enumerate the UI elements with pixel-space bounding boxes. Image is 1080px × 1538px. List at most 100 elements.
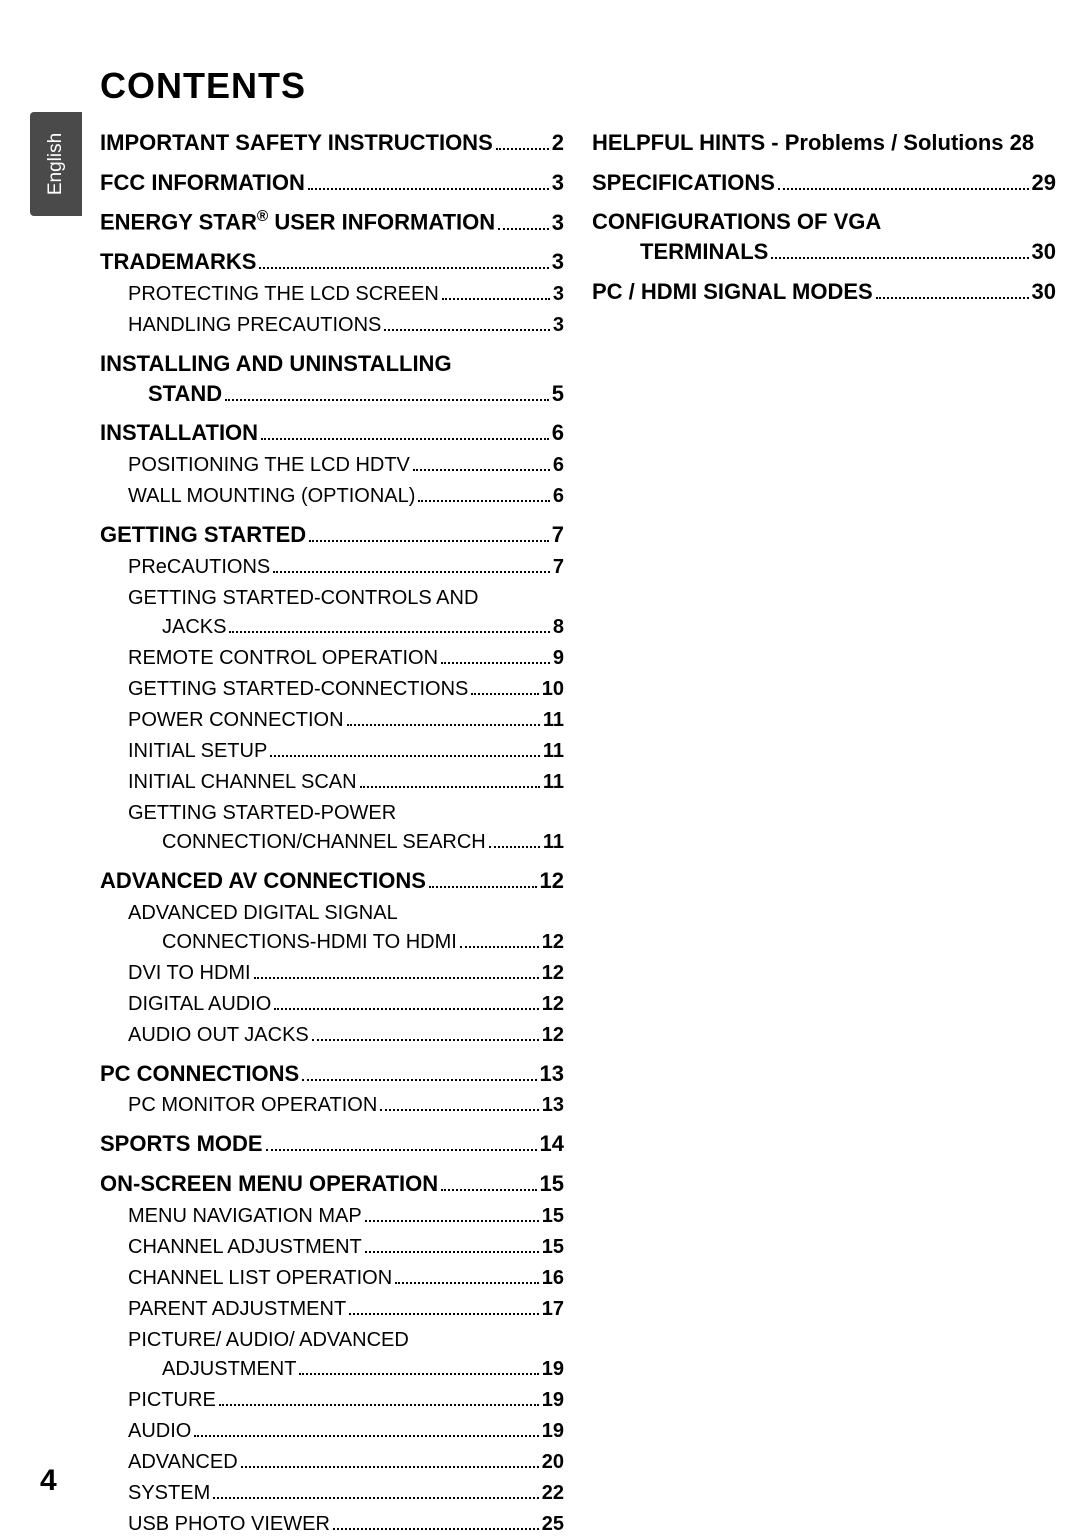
toc-leader-dots — [225, 399, 549, 401]
language-tab: English — [30, 112, 82, 216]
toc-entry: PC CONNECTIONS13 — [100, 1059, 564, 1089]
toc-right-column: HELPFUL HINTS - Problems / Solutions 28S… — [592, 118, 1056, 306]
toc-entry-page: 3 — [552, 247, 564, 277]
toc-entry: MENU NAVIGATION MAP15 — [100, 1203, 564, 1230]
toc-leader-dots — [254, 977, 539, 979]
toc-leader-dots — [308, 188, 549, 190]
toc-entry-text: POSITIONING THE LCD HDTV — [128, 452, 410, 479]
toc-entry-text: PARENT ADJUSTMENT — [128, 1296, 346, 1323]
toc-entry-text: CONFIGURATIONS OF VGA — [592, 207, 881, 237]
toc-leader-dots — [213, 1497, 539, 1499]
toc-entry-page: 6 — [553, 452, 564, 479]
toc-entry: INITIAL CHANNEL SCAN11 — [100, 769, 564, 796]
toc-entry: REMOTE CONTROL OPERATION9 — [100, 645, 564, 672]
toc-entry-page: 7 — [552, 520, 564, 550]
toc-leader-dots — [441, 1189, 536, 1191]
toc-entry: PReCAUTIONS7 — [100, 554, 564, 581]
toc-entry: POWER CONNECTION11 — [100, 707, 564, 734]
toc-entry-text: GETTING STARTED — [100, 520, 306, 550]
toc-entry-text: INSTALLING AND UNINSTALLING — [100, 349, 452, 379]
toc-entry-text: PC / HDMI SIGNAL MODES — [592, 277, 873, 307]
toc-entry-text: ADVANCED AV CONNECTIONS — [100, 866, 426, 896]
toc-entry: WALL MOUNTING (OPTIONAL) 6 — [100, 483, 564, 510]
toc-entry: FCC INFORMATION 3 — [100, 168, 564, 198]
toc-entry-page: 6 — [553, 483, 564, 510]
toc-leader-dots — [312, 1039, 539, 1041]
toc-leader-dots — [273, 571, 550, 573]
toc-entry-text: USB PHOTO VIEWER — [128, 1511, 330, 1538]
toc-entry: INSTALLATION6 — [100, 418, 564, 448]
toc-entry: INITIAL SETUP11 — [100, 738, 564, 765]
toc-entry: PC MONITOR OPERATION13 — [100, 1092, 564, 1119]
toc-entry-text: ADJUSTMENT — [162, 1356, 296, 1383]
toc-entry: CONNECTION/CHANNEL SEARCH 11 — [100, 829, 564, 856]
toc-entry-text: FCC INFORMATION — [100, 168, 305, 198]
toc-entry-text: POWER CONNECTION — [128, 707, 344, 734]
toc-entry-page: 30 — [1032, 237, 1056, 267]
toc-entry-text: PC CONNECTIONS — [100, 1059, 299, 1089]
toc-entry: DVI TO HDMI12 — [100, 960, 564, 987]
toc-entry-text: INITIAL SETUP — [128, 738, 267, 765]
toc-entry: CHANNEL LIST OPERATION16 — [100, 1265, 564, 1292]
toc-leader-dots — [489, 846, 540, 848]
toc-entry: ADVANCED 20 — [100, 1449, 564, 1476]
toc-entry: INSTALLING AND UNINSTALLING — [100, 349, 564, 379]
toc-leader-dots — [309, 540, 549, 542]
toc-leader-dots — [219, 1404, 539, 1406]
toc-entry: SYSTEM22 — [100, 1480, 564, 1507]
toc-entry-page: 15 — [542, 1234, 564, 1261]
toc-leader-dots — [261, 438, 549, 440]
toc-entry-page: 3 — [553, 312, 564, 339]
toc-entry-page: 11 — [543, 829, 564, 856]
toc-left-column: IMPORTANT SAFETY INSTRUCTIONS2FCC INFORM… — [100, 118, 564, 1538]
toc-entry-text: SYSTEM — [128, 1480, 210, 1507]
toc-entry-text: JACKS — [162, 614, 226, 641]
toc-leader-dots — [266, 1149, 537, 1151]
toc-leader-dots — [349, 1313, 539, 1315]
toc-entry-page: 29 — [1032, 168, 1056, 198]
toc-leader-dots — [442, 298, 550, 300]
toc-leader-dots — [498, 228, 549, 230]
toc-entry-page: 12 — [542, 929, 564, 956]
toc-entry-page: 2 — [552, 128, 564, 158]
toc-entry: DIGITAL AUDIO12 — [100, 991, 564, 1018]
toc-leader-dots — [360, 786, 540, 788]
toc-entry-page: 3 — [553, 281, 564, 308]
toc-entry-text: PC MONITOR OPERATION — [128, 1092, 377, 1119]
toc-entry-text: HANDLING PRECAUTIONS — [128, 312, 381, 339]
toc-entry: CONFIGURATIONS OF VGA — [592, 207, 1056, 237]
toc-entry-page: 11 — [543, 769, 564, 796]
toc-entry: ADVANCED AV CONNECTIONS12 — [100, 866, 564, 896]
page-number: 4 — [40, 1464, 57, 1498]
toc-entry-text: WALL MOUNTING (OPTIONAL) — [128, 483, 415, 510]
toc-entry-text: CHANNEL ADJUSTMENT — [128, 1234, 362, 1261]
toc-entry-text: TRADEMARKS — [100, 247, 256, 277]
toc-leader-dots — [302, 1079, 536, 1081]
toc-entry-page: 6 — [552, 418, 564, 448]
toc-entry-text: CONNECTIONS-HDMI TO HDMI — [162, 929, 457, 956]
toc-entry-text: ENERGY STAR® USER INFORMATION — [100, 207, 495, 237]
toc-leader-dots — [496, 148, 549, 150]
toc-entry-page: 15 — [540, 1169, 564, 1199]
toc-entry: GETTING STARTED-CONNECTIONS10 — [100, 676, 564, 703]
toc-leader-dots — [380, 1109, 538, 1111]
toc-entry-page: 20 — [542, 1449, 564, 1476]
toc-leader-dots — [274, 1008, 538, 1010]
toc-entry: PICTURE/ AUDIO/ ADVANCED — [100, 1327, 564, 1354]
toc-entry-page: 12 — [542, 960, 564, 987]
toc-entry-text: PReCAUTIONS — [128, 554, 270, 581]
toc-entry-page: 3 — [552, 208, 564, 238]
toc-entry: ENERGY STAR® USER INFORMATION 3 — [100, 207, 564, 237]
toc-entry-text: CONNECTION/CHANNEL SEARCH — [162, 829, 486, 856]
toc-entry-page: 3 — [552, 168, 564, 198]
toc-entry-text: TERMINALS — [640, 237, 768, 267]
toc-entry-page: 30 — [1032, 277, 1056, 307]
toc-entry: ADJUSTMENT19 — [100, 1356, 564, 1383]
toc-entry-page: 12 — [542, 1022, 564, 1049]
toc-entry: HANDLING PRECAUTIONS 3 — [100, 312, 564, 339]
toc-entry-text: ADVANCED — [128, 1449, 238, 1476]
toc-entry-text: GETTING STARTED-POWER — [128, 800, 396, 827]
toc-leader-dots — [270, 755, 540, 757]
toc-leader-dots — [365, 1251, 539, 1253]
toc-entry-text: PICTURE/ AUDIO/ ADVANCED — [128, 1327, 409, 1354]
